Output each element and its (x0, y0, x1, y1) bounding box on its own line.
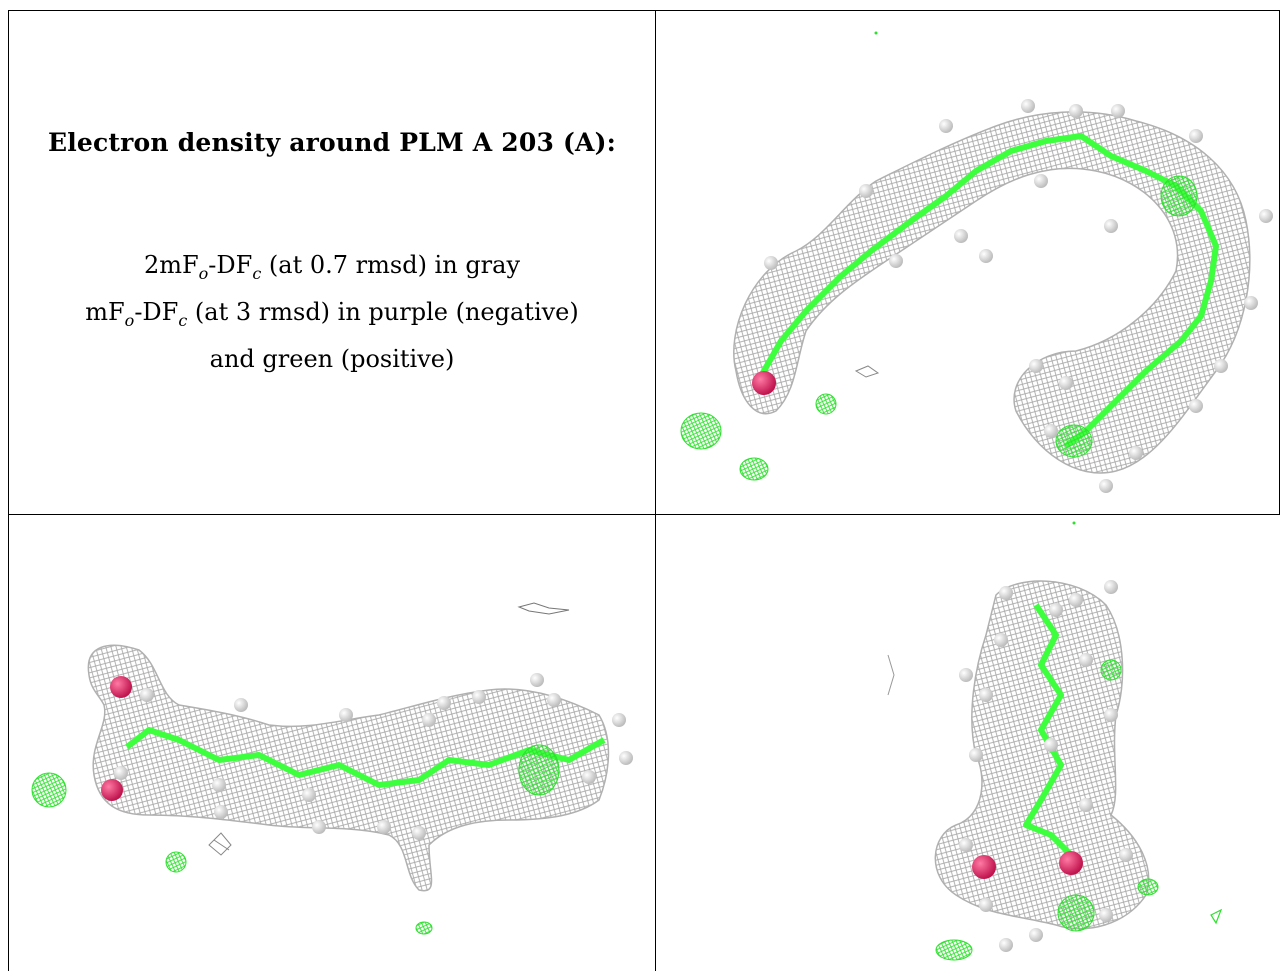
positive-density-dot (1072, 521, 1076, 525)
positive-density-blob (680, 412, 722, 450)
density-image-bottom-right (887, 521, 1223, 961)
positive-density-blob (415, 921, 433, 935)
table-border-left (8, 10, 9, 971)
positive-density-blob (518, 744, 560, 796)
density-image-bottom-left (31, 602, 633, 935)
oxygen-atom (752, 371, 776, 395)
gray-density-fragment (517, 602, 570, 615)
hydrogen-atoms (764, 99, 1273, 493)
table-border-middle (8, 514, 1280, 515)
positive-density-blob (1057, 894, 1095, 932)
caption-line-mfo: mFo-DFc (at 3 rmsd) in purple (negative) (85, 297, 579, 330)
positive-density-blob (1055, 424, 1093, 458)
positive-density-blob (739, 457, 769, 481)
caption-line-colors: and green (positive) (209, 344, 455, 373)
table-border-right (1279, 10, 1280, 514)
table-border-top (8, 10, 1280, 11)
table-border-center (655, 10, 656, 971)
gray-density-fragment (208, 832, 232, 856)
density-view-bottom-left (9, 515, 655, 971)
carbon-chain-bonds (758, 133, 1219, 449)
positive-density-blob (1100, 659, 1122, 681)
positive-density-blob (1137, 878, 1159, 896)
carbon-chain-bonds (125, 727, 606, 788)
oxygen-atom (110, 676, 132, 698)
oxygen-atom (972, 855, 996, 879)
positive-density-blob (165, 851, 187, 873)
density-view-top-right (656, 11, 1279, 514)
density-image-top-right (680, 31, 1273, 493)
gray-density-mesh (733, 111, 1251, 474)
positive-density-fragment (1210, 908, 1223, 925)
gray-density-fragment (887, 654, 895, 696)
oxygen-atom (101, 779, 123, 801)
density-view-bottom-right (656, 515, 1280, 971)
caption-description: 2mFo-DFc (at 0.7 rmsd) in gray mFo-DFc (… (8, 246, 656, 379)
positive-density-blob (31, 772, 67, 808)
gray-density-fragment (854, 365, 880, 378)
positive-density-blob (935, 939, 973, 961)
positive-density-blob (815, 393, 837, 415)
caption-title: Electron density around PLM A 203 (A): (47, 128, 617, 157)
figure-table: Electron density around PLM A 203 (A): 2… (8, 10, 1280, 971)
gray-density-mesh (934, 580, 1150, 930)
positive-density-blob (1160, 175, 1198, 217)
hydrogen-atoms (959, 580, 1133, 952)
positive-density-dot (874, 31, 878, 35)
hydrogen-atoms (114, 673, 633, 840)
oxygen-atom (1059, 851, 1083, 875)
caption-line-2mfo: 2mFo-DFc (at 0.7 rmsd) in gray (143, 251, 521, 283)
caption-cell: Electron density around PLM A 203 (A): 2… (8, 10, 656, 514)
